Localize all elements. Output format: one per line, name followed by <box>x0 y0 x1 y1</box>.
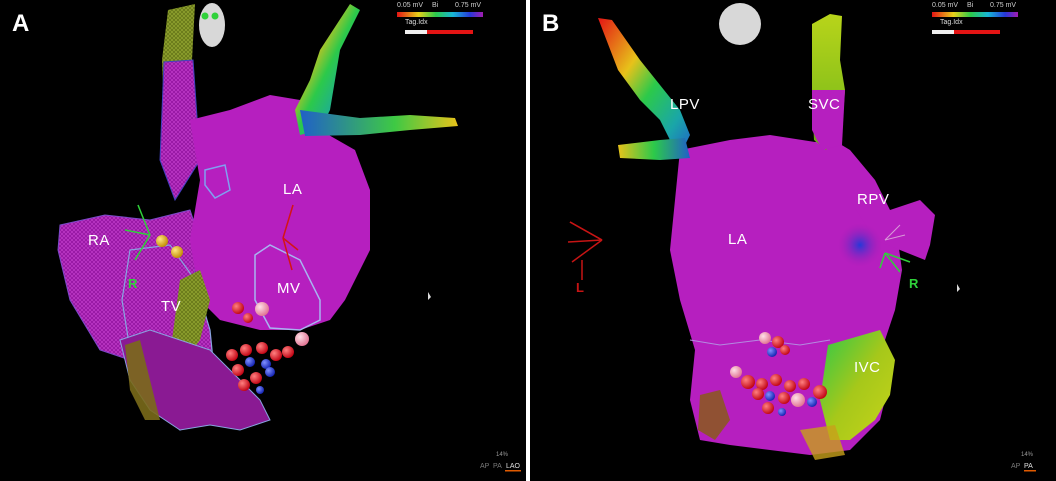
tag-bar-a <box>405 30 473 34</box>
head-eye-right-a <box>211 12 219 20</box>
orientation-head-icon-a <box>199 3 225 47</box>
svc-label: SVC <box>808 96 841 113</box>
tv-yellow <box>172 270 210 360</box>
axis-label-right: R <box>128 276 138 291</box>
scale-min: 0.05 mV <box>932 2 959 9</box>
tag-cluster-b <box>730 332 827 416</box>
view-pa[interactable]: PA <box>1024 463 1033 470</box>
lower-scar-b2 <box>800 425 845 460</box>
red-axis-glyph-a <box>282 204 299 271</box>
tag-index-label: Tag.Idx <box>940 19 963 26</box>
pv-a-branch <box>300 110 458 136</box>
ra-label: RA <box>88 232 110 249</box>
axis-glyph-b-left <box>567 221 603 280</box>
panel-letter: A <box>12 10 30 37</box>
axis-label-left: L <box>576 280 584 295</box>
ivc-b <box>820 330 895 440</box>
orientation-head-icon-b <box>719 3 761 45</box>
mv-label: MV <box>277 280 301 297</box>
la-surface <box>190 95 370 330</box>
view-underline-b <box>1024 470 1036 472</box>
panel-a: A RA TV LA MV R 0.05 mV Bi 0.75 mV Tag.I… <box>0 0 526 481</box>
tag-bar-b-white <box>932 30 954 34</box>
lower-scar-b <box>698 390 730 440</box>
view-ap[interactable]: AP <box>480 463 490 470</box>
lpv-b <box>598 18 690 155</box>
scale-mode: Bi <box>967 2 974 9</box>
lpv-branch-b <box>618 138 690 160</box>
tv-label: TV <box>161 298 182 315</box>
lower-skirt-yellow <box>125 340 160 420</box>
tag-bar-a-white <box>405 30 427 34</box>
rpv-low-voltage-spot <box>838 223 882 267</box>
zoom-readout: 14% <box>496 452 509 458</box>
tag-cluster-a <box>156 235 309 394</box>
tag-bar-b <box>932 30 1000 34</box>
scale-min: 0.05 mV <box>397 2 424 9</box>
scale-mode: Bi <box>432 2 439 9</box>
svc-b-base <box>812 90 845 150</box>
ivc-label: IVC <box>854 359 881 376</box>
fossa-outline <box>204 164 231 199</box>
zoom-readout: 14% <box>1021 452 1034 458</box>
cursor-icon-a <box>428 292 431 300</box>
panel-letter: B <box>542 10 560 37</box>
la-label: LA <box>283 181 303 198</box>
head-eye-left-a <box>201 12 209 20</box>
scale-max: 0.75 mV <box>455 2 482 9</box>
la-label: LA <box>728 231 748 248</box>
panel-b: B LPV SVC LA RPV IVC L R 0.05 mV Bi 0.75… <box>530 0 1056 481</box>
scale-bar-b <box>932 12 1018 17</box>
rpv-b <box>850 200 935 260</box>
axis-label-right: R <box>909 276 919 291</box>
view-lao[interactable]: LAO <box>506 463 521 470</box>
view-ap[interactable]: AP <box>1011 463 1021 470</box>
panel-a-map <box>57 3 521 472</box>
scale-max: 0.75 mV <box>990 2 1017 9</box>
scale-bar-a <box>397 12 483 17</box>
cursor-icon-b <box>957 284 960 292</box>
axis-glyph-b-right <box>879 252 911 273</box>
view-underline-a <box>505 470 521 472</box>
pv-a <box>295 4 360 135</box>
axis-glyph-b-right-light <box>884 224 906 241</box>
svc-lower <box>159 59 201 202</box>
axis-glyph-a <box>124 204 151 261</box>
rpv-label: RPV <box>857 191 890 208</box>
panel-b-map <box>567 3 1036 472</box>
view-pa[interactable]: PA <box>493 463 502 470</box>
tag-index-label: Tag.Idx <box>405 19 428 26</box>
lpv-label: LPV <box>670 96 700 113</box>
